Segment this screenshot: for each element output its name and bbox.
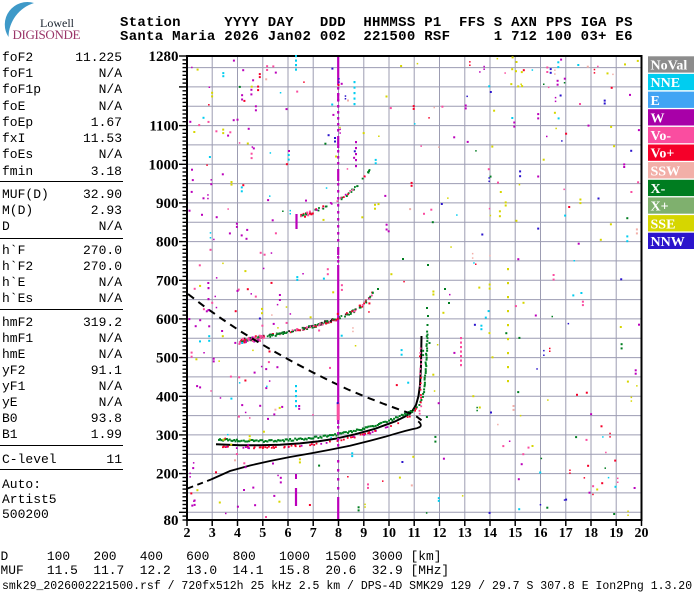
svg-text:17: 17	[559, 526, 573, 541]
svg-text:4: 4	[234, 526, 241, 541]
svg-text:11: 11	[408, 526, 421, 541]
svg-text:19: 19	[609, 526, 623, 541]
svg-text:8: 8	[335, 526, 342, 541]
svg-text:300: 300	[156, 428, 179, 444]
svg-text:NNW: NNW	[651, 235, 685, 250]
svg-text:20: 20	[635, 526, 649, 541]
svg-text:10: 10	[382, 526, 396, 541]
svg-text:80: 80	[164, 513, 179, 529]
svg-text:12: 12	[433, 526, 447, 541]
svg-text:2: 2	[184, 526, 191, 541]
svg-text:16: 16	[534, 526, 548, 541]
svg-text:NNE: NNE	[651, 76, 681, 91]
svg-text:15: 15	[508, 526, 522, 541]
svg-text:1100: 1100	[149, 119, 178, 135]
svg-text:X-: X-	[651, 182, 666, 197]
svg-text:W: W	[651, 111, 665, 126]
svg-text:13: 13	[458, 526, 472, 541]
svg-text:7: 7	[310, 526, 317, 541]
svg-text:Vo+: Vo+	[651, 147, 675, 162]
svg-text:500: 500	[156, 351, 179, 367]
svg-text:SSE: SSE	[651, 217, 676, 232]
svg-text:6: 6	[285, 526, 292, 541]
svg-text:SSW: SSW	[651, 164, 681, 179]
svg-text:E: E	[651, 94, 660, 109]
svg-text:Vo-: Vo-	[651, 129, 672, 144]
svg-text:NoVal: NoVal	[651, 59, 688, 74]
svg-text:3: 3	[209, 526, 216, 541]
svg-text:14: 14	[483, 526, 497, 541]
svg-text:400: 400	[156, 389, 179, 405]
svg-text:5: 5	[259, 526, 266, 541]
svg-text:1280: 1280	[149, 49, 179, 65]
svg-text:600: 600	[156, 312, 179, 328]
svg-text:800: 800	[156, 235, 179, 251]
svg-text:900: 900	[156, 196, 179, 212]
svg-text:200: 200	[156, 467, 179, 483]
svg-text:9: 9	[360, 526, 367, 541]
svg-text:18: 18	[584, 526, 598, 541]
svg-text:700: 700	[156, 273, 179, 289]
svg-text:1000: 1000	[149, 157, 179, 173]
svg-text:X+: X+	[651, 200, 669, 215]
